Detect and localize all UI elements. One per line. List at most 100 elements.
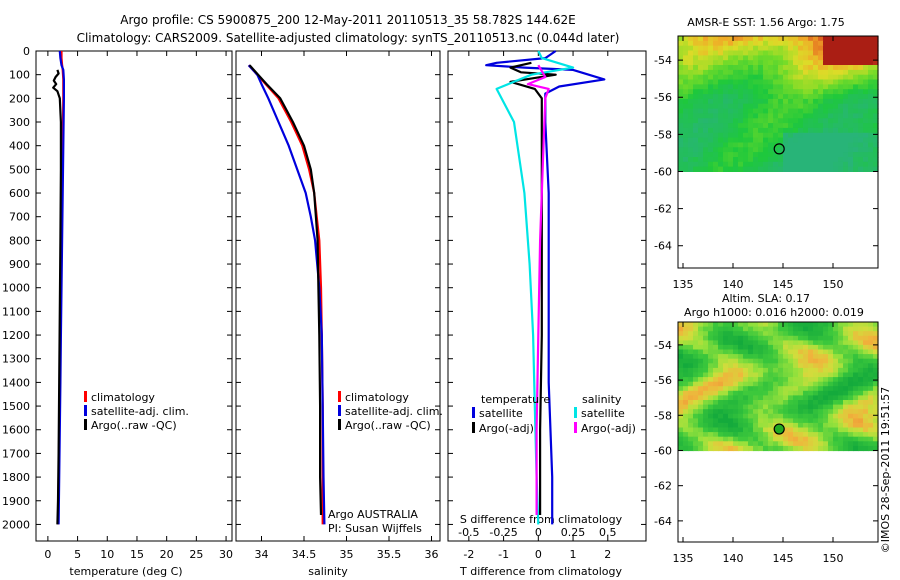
heatmap-cell (873, 427, 879, 433)
heatmap-cell (793, 50, 799, 56)
argo-position-marker (773, 423, 785, 435)
series-line-3 (248, 64, 323, 516)
heatmap-cell (698, 422, 704, 429)
heatmap-cell (708, 60, 714, 66)
legend-swatch (574, 407, 577, 418)
heatmap-cell (763, 377, 769, 383)
heatmap-cell (733, 132, 739, 139)
heatmap-cell (873, 65, 879, 71)
y-tick-label: 1900 (2, 495, 30, 508)
heatmap-cell (873, 418, 879, 424)
heatmap-cell (703, 413, 709, 419)
heatmap-cell (858, 441, 864, 447)
map-y-tick-label: -58 (654, 128, 672, 141)
heatmap-cell (798, 427, 804, 433)
heatmap-cell (793, 400, 799, 406)
heatmap-cell (818, 326, 824, 332)
heatmap-cell (733, 36, 739, 42)
heatmap-cell (708, 326, 714, 332)
heatmap-cell (758, 123, 764, 129)
heatmap-cell (753, 132, 759, 139)
heatmap-cell (843, 381, 849, 387)
heatmap-cell (678, 335, 684, 341)
heatmap-cell (698, 147, 704, 153)
heatmap-cell (713, 322, 719, 328)
heatmap-cell (683, 418, 689, 424)
heatmap-cell (863, 55, 869, 61)
heatmap-cell (708, 322, 714, 328)
heatmap-cell (813, 137, 819, 143)
heatmap-cell (738, 335, 744, 341)
heatmap-cell (698, 89, 704, 95)
heatmap-cell (768, 390, 774, 396)
heatmap-cell (738, 45, 744, 52)
heatmap-cell (748, 161, 754, 168)
heatmap-cell (783, 74, 789, 81)
heatmap-cell (833, 103, 839, 110)
heatmap-cell (743, 89, 749, 95)
heatmap-cell (748, 441, 754, 447)
heatmap-cell (768, 79, 774, 85)
heatmap-cell (683, 108, 689, 114)
heatmap-cell (838, 432, 844, 438)
heatmap-cell (678, 340, 684, 346)
heatmap-cell (803, 166, 809, 172)
heatmap-cell (768, 132, 774, 139)
heatmap-cell (773, 340, 779, 346)
heatmap-cell (678, 89, 684, 95)
map-y-tick-label: -62 (654, 203, 672, 216)
heatmap-cell (873, 74, 879, 81)
heatmap-cell (868, 445, 874, 452)
heatmap-cell (733, 118, 739, 124)
heatmap-cell (863, 427, 869, 433)
heatmap-cell (808, 404, 814, 410)
legend-swatch (338, 419, 341, 430)
heatmap-cell (753, 137, 759, 143)
heatmap-cell (828, 377, 834, 383)
heatmap-cell (788, 157, 794, 163)
heatmap-cell (698, 84, 704, 90)
heatmap-cell (818, 74, 824, 81)
heatmap-cell (748, 157, 754, 163)
heatmap-cell (713, 331, 719, 337)
heatmap-cell (838, 147, 844, 153)
heatmap-cell (748, 331, 754, 337)
heatmap-cell (858, 98, 864, 105)
heatmap-cell (788, 335, 794, 341)
legend-label: climatology (91, 391, 155, 404)
heatmap-cell (733, 89, 739, 95)
heatmap-cell (823, 65, 829, 71)
heatmap-cell (808, 358, 814, 364)
heatmap-cell (798, 441, 804, 447)
heatmap-cell (698, 161, 704, 168)
heatmap-cell (848, 358, 854, 364)
heatmap-cell (843, 74, 849, 81)
heatmap-cell (778, 381, 784, 387)
heatmap-cell (713, 363, 719, 369)
heatmap-cell (803, 94, 809, 100)
heatmap-cell (688, 74, 694, 81)
heatmap-cell (718, 390, 724, 396)
heatmap-cell (753, 395, 759, 401)
heatmap-cell (763, 94, 769, 100)
heatmap-cell (788, 445, 794, 452)
heatmap-cell (763, 157, 769, 163)
heatmap-cell (738, 36, 744, 42)
heatmap-cell (703, 84, 709, 90)
heatmap-cell (748, 94, 754, 100)
heatmap-cell (838, 166, 844, 172)
heatmap-cell (848, 445, 854, 452)
x-tick-label: -1 (498, 548, 509, 561)
heatmap-cell (823, 98, 829, 105)
heatmap-cell (778, 84, 784, 90)
heatmap-cell (858, 436, 864, 442)
heatmap-cell (838, 45, 844, 52)
heatmap-cell (738, 94, 744, 100)
heatmap-cell (863, 142, 869, 148)
heatmap-cell (713, 89, 719, 95)
heatmap-cell (778, 103, 784, 110)
heatmap-cell (848, 79, 854, 85)
heatmap-cell (718, 413, 724, 419)
heatmap-cell (813, 418, 819, 424)
heatmap-cell (828, 409, 834, 415)
